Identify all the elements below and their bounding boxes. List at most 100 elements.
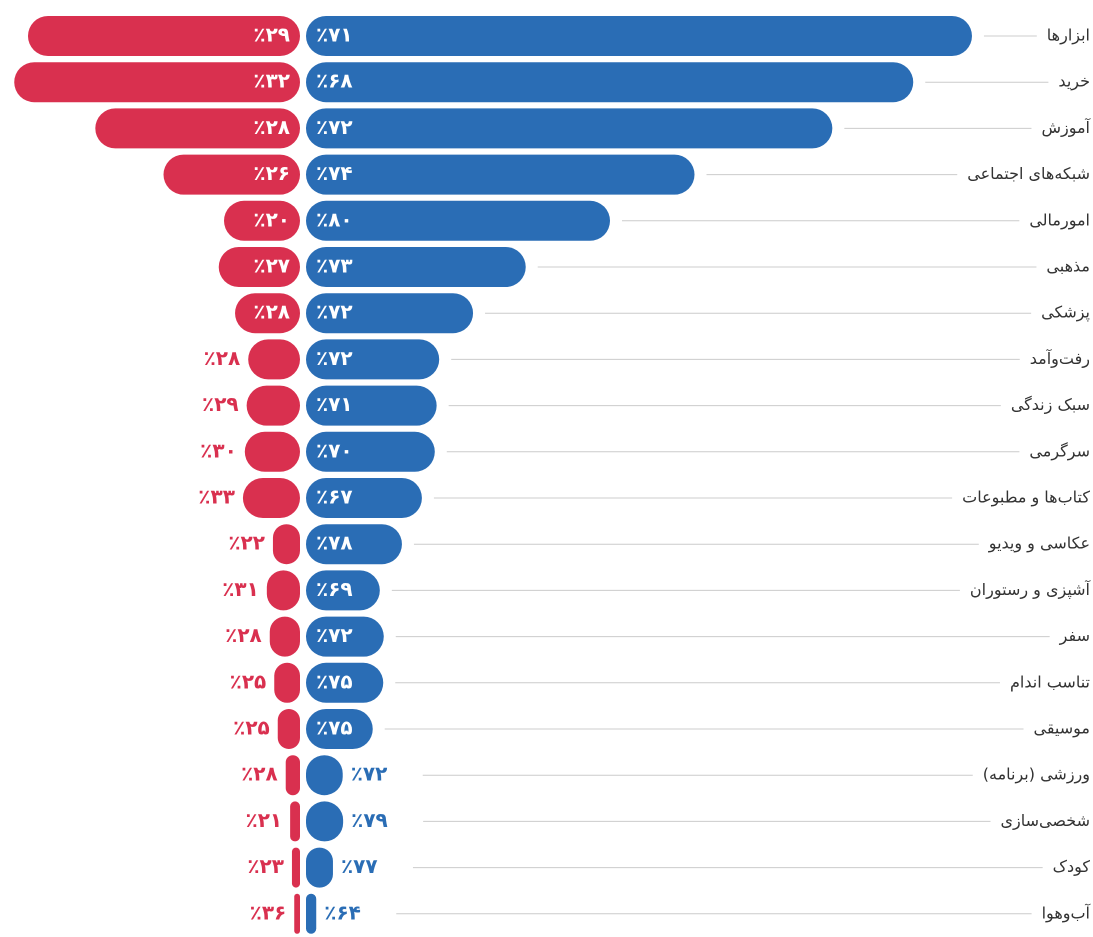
bar — [95, 108, 300, 149]
bar — [248, 339, 300, 380]
bar — [244, 431, 300, 472]
value-label: ٪۳۱ — [222, 577, 259, 601]
bar — [306, 431, 435, 472]
bar — [306, 293, 474, 334]
bar — [306, 755, 343, 796]
value-label: ٪۷۸ — [316, 531, 353, 555]
value-label: ٪۷۲ — [316, 300, 353, 324]
bar — [246, 385, 300, 426]
value-label: ٪۲۰ — [253, 207, 290, 231]
bar — [306, 662, 384, 703]
value-label: ٪۲۵ — [230, 669, 267, 693]
bar — [290, 801, 300, 842]
value-label: ٪۷۲ — [316, 623, 353, 647]
category-label: پزشکی — [1041, 303, 1090, 323]
category-label: تناسب اندام — [1010, 672, 1090, 691]
value-label: ٪۲۸ — [204, 346, 241, 370]
bar — [272, 524, 300, 565]
value-label: ٪۷۷ — [341, 854, 378, 878]
bar — [306, 709, 373, 749]
value-label: ٪۶۸ — [316, 69, 353, 93]
bar — [294, 893, 300, 934]
category-label: خرید — [1058, 72, 1090, 92]
bar — [306, 570, 380, 611]
bar — [306, 847, 333, 888]
value-label: ٪۲۹ — [202, 392, 239, 416]
category-label: امورمالی — [1029, 210, 1090, 230]
bar — [306, 62, 914, 103]
value-label: ٪۶۹ — [316, 577, 353, 601]
bar — [266, 570, 300, 611]
bar — [291, 847, 300, 888]
value-label: ٪۲۱ — [246, 808, 283, 832]
bar — [274, 662, 300, 703]
category-label: کتاب‌ها و مطبوعات — [962, 488, 1090, 508]
bar — [285, 755, 300, 796]
category-label: آب‌وهوا — [1042, 903, 1092, 923]
value-label: ٪۲۳ — [247, 854, 284, 878]
value-label: ٪۲۸ — [253, 300, 290, 324]
category-label: آموزش — [1041, 118, 1091, 138]
bar — [306, 524, 402, 565]
value-label: ٪۷۲ — [351, 762, 388, 786]
bar — [163, 154, 300, 195]
bar — [306, 200, 610, 241]
bar — [224, 200, 300, 241]
value-label: ٪۳۶ — [250, 900, 287, 924]
bar — [306, 478, 422, 518]
value-label: ٪۲۶ — [253, 161, 290, 185]
value-label: ٪۲۸ — [241, 762, 278, 786]
value-label: ٪۷۱ — [316, 23, 353, 47]
value-label: ٪۷۴ — [316, 161, 353, 185]
bar — [14, 62, 301, 103]
value-label: ٪۲۸ — [225, 623, 262, 647]
bar — [218, 247, 300, 287]
bar — [27, 16, 300, 56]
value-label: ٪۷۹ — [351, 808, 388, 832]
bar — [306, 801, 344, 842]
category-label: سبک زندگی — [1011, 395, 1090, 415]
bar — [306, 339, 440, 380]
value-label: ٪۷۵ — [316, 669, 353, 693]
category-label: آشپزی و رستوران — [970, 580, 1092, 600]
bar — [306, 385, 437, 426]
bar — [306, 108, 833, 149]
bar — [306, 893, 317, 934]
bar — [242, 478, 300, 518]
category-label: موسیقی — [1034, 719, 1091, 739]
value-label: ٪۲۲ — [228, 531, 265, 555]
bar — [306, 247, 526, 287]
value-label: ٪۷۰ — [316, 438, 353, 462]
value-label: ٪۳۳ — [198, 485, 235, 509]
value-label: ٪۷۱ — [316, 392, 353, 416]
value-label: ٪۳۲ — [253, 69, 290, 93]
category-label: سرگرمی — [1029, 441, 1090, 461]
category-label: شبکه‌های اجتماعی — [967, 164, 1090, 183]
bar — [306, 616, 384, 657]
bar — [277, 709, 300, 749]
bar — [269, 616, 300, 657]
category-label: عکاسی و ویدیو — [988, 534, 1090, 554]
category-label: شخصی‌سازی — [1001, 811, 1090, 831]
value-label: ٪۳۰ — [200, 438, 237, 462]
bar — [306, 154, 695, 195]
bar — [306, 16, 972, 56]
value-label: ٪۲۷ — [253, 254, 290, 278]
value-label: ٪۲۸ — [253, 115, 290, 139]
category-label: ورزشی (برنامه) — [983, 765, 1090, 785]
value-label: ٪۶۴ — [324, 900, 361, 924]
value-label: ٪۲۹ — [253, 23, 290, 47]
value-label: ٪۷۵ — [316, 716, 353, 740]
value-label: ٪۸۰ — [316, 207, 353, 231]
value-label: ٪۷۲ — [316, 346, 353, 370]
category-label: سفر — [1059, 626, 1090, 646]
value-label: ٪۶۷ — [316, 485, 353, 509]
value-label: ٪۲۵ — [233, 716, 270, 740]
value-label: ٪۷۳ — [316, 254, 353, 278]
value-label: ٪۷۲ — [316, 115, 353, 139]
bar — [235, 293, 300, 334]
category-label: ابزارها — [1047, 26, 1090, 46]
category-label: مذهبی — [1046, 257, 1090, 276]
category-label: رفت‌وآمد — [1030, 349, 1090, 369]
